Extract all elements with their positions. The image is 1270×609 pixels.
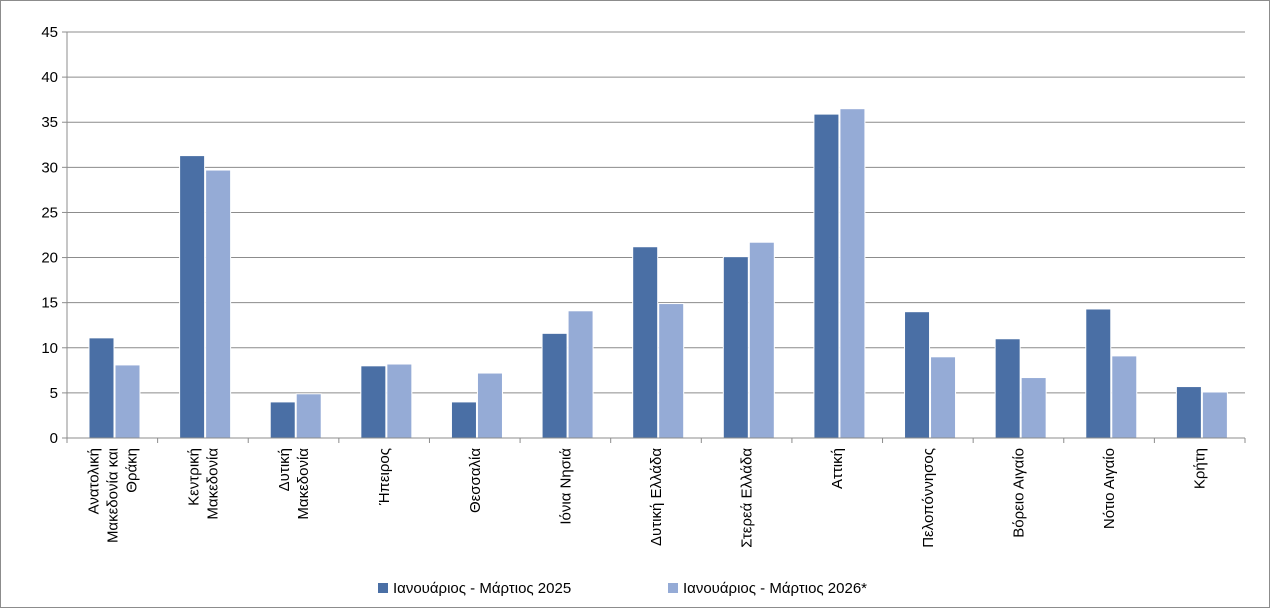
x-tick-label: Θεσσαλία [467,448,484,513]
y-tick-label: 15 [41,295,58,312]
bar-2025-5 [541,332,568,439]
bar-2025-11 [1085,308,1112,439]
x-tick-label: Νότιο Αιγαίο [1101,448,1118,529]
bar-2026-3 [386,363,413,439]
bar-2025-7 [722,256,749,439]
legend-label-1: Ιανουάριος - Μάρτιος 2026* [683,580,867,597]
legend: Ιανουάριος - Μάρτιος 2025 Ιανουάριος - Μά… [378,580,867,597]
x-tick-label: Κρήτη [1192,448,1209,489]
bar-2026-12 [1201,391,1228,439]
x-tick-label: Ήπειρος [376,448,393,506]
bar-2025-0 [88,337,115,439]
bar-2025-12 [1175,386,1202,439]
bar-2025-10 [994,338,1021,439]
bar-2026-2 [295,393,322,439]
x-tick-label: Δυτική [276,448,293,491]
bar-2025-1 [179,155,206,439]
x-tick-label: Βόρειο Αιγαίο [1010,448,1027,538]
bar-2025-8 [813,113,840,439]
x-tick-label: Πελοπόννησος [920,448,937,548]
bar-2025-4 [450,401,477,439]
x-tick-label: Μακεδονία και [104,448,121,543]
y-axis-ticks: 0 5 10 15 20 25 30 35 40 45 [41,24,58,447]
y-tick-label: 45 [41,24,58,41]
y-tick-label: 35 [41,114,58,131]
y-tick-label: 25 [41,204,58,221]
bar-2025-2 [269,401,296,439]
y-tick-label: 0 [50,430,58,447]
x-tick-label: Αττική [829,448,846,489]
x-tick-label: Κεντρική [185,448,202,506]
bar-2026-8 [839,108,866,439]
y-tick-label: 30 [41,159,58,176]
x-tick-label: Μακεδονία [204,448,221,520]
x-tick-label: Μακεδονία [295,448,312,520]
axes [66,32,1246,443]
bar-2026-10 [1020,377,1047,439]
bar-2026-11 [1111,355,1138,439]
bar-2025-3 [360,365,387,439]
bar-2026-5 [567,310,594,439]
y-tick-label: 20 [41,250,58,267]
x-tick-label: Δυτική Ελλάδα [648,448,665,546]
y-tick-label: 5 [50,385,58,402]
bar-2026-0 [114,364,141,439]
bar-2026-4 [476,372,503,439]
x-tick-label: Θράκη [123,448,140,493]
x-tick-label: Ιόνια Νησιά [557,448,574,525]
bar-2026-6 [658,303,685,439]
legend-swatch-1 [668,583,678,593]
legend-swatch-0 [378,583,388,593]
bars [88,108,1228,439]
bar-2025-6 [632,246,659,439]
y-tick-label: 10 [41,340,58,357]
y-tick-label: 40 [41,69,58,86]
x-tick-label: Στερεά Ελλάδα [739,448,756,548]
bar-2025-9 [904,311,931,439]
bar-2026-1 [205,169,232,439]
bar-2026-9 [930,356,957,439]
bar-2026-7 [748,241,775,439]
x-tick-label: Ανατολική [85,448,102,514]
x-axis-ticks: Ανατολική Μακεδονία και Θράκη Κεντρική Μακεδ… [85,448,1208,548]
legend-label-0: Ιανουάριος - Μάρτιος 2025 [393,580,571,597]
